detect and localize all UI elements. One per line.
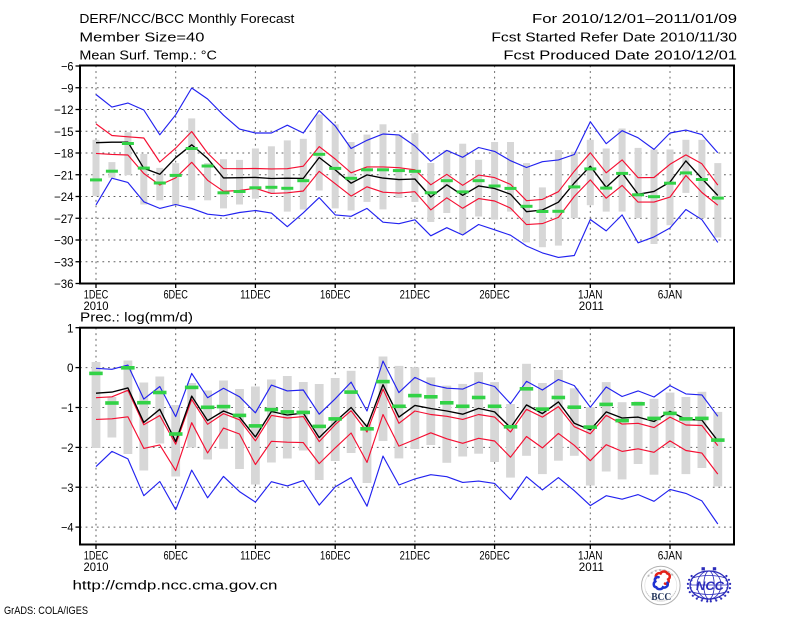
svg-text:Mean Surf. Temp.: °C: Mean Surf. Temp.: °C: [79, 48, 217, 63]
svg-text:Prec.: log(mm/d): Prec.: log(mm/d): [80, 310, 193, 325]
svg-text:26DEC: 26DEC: [479, 549, 510, 563]
svg-text:1DEC: 1DEC: [84, 288, 109, 302]
svg-text:1JAN: 1JAN: [578, 549, 603, 563]
svg-text:DERF/NCC/BCC Monthly Forecast: DERF/NCC/BCC Monthly Forecast: [79, 11, 294, 26]
svg-text:−36: −36: [54, 277, 74, 291]
svg-text:−2: −2: [61, 441, 74, 455]
svg-text:http://cmdp.ncc.cma.gov.cn: http://cmdp.ncc.cma.gov.cn: [73, 578, 278, 593]
svg-text:Member Size=40: Member Size=40: [79, 30, 204, 45]
svg-text:16DEC: 16DEC: [320, 288, 351, 302]
svg-text:−9: −9: [61, 81, 74, 95]
svg-text:6JAN: 6JAN: [658, 288, 683, 302]
svg-text:11DEC: 11DEC: [240, 288, 271, 302]
svg-text:21DEC: 21DEC: [400, 549, 431, 563]
svg-text:6JAN: 6JAN: [658, 549, 683, 563]
svg-text:−27: −27: [54, 212, 74, 226]
svg-text:Fcst Started Refer Date 2010/1: Fcst Started Refer Date 2010/11/30: [491, 30, 737, 45]
svg-text:−21: −21: [54, 168, 74, 182]
svg-text:Fcst Produced Date 2010/12/01: Fcst Produced Date 2010/12/01: [503, 48, 737, 63]
svg-text:−24: −24: [54, 190, 74, 204]
svg-text:−6: −6: [61, 60, 74, 74]
svg-text:GrADS: COLA/IGES: GrADS: COLA/IGES: [4, 605, 88, 617]
svg-text:6DEC: 6DEC: [163, 288, 188, 302]
svg-text:26DEC: 26DEC: [479, 288, 510, 302]
svg-text:1: 1: [67, 321, 74, 335]
svg-text:−15: −15: [54, 125, 74, 139]
svg-text:NCC: NCC: [696, 579, 724, 593]
svg-text:−30: −30: [54, 234, 74, 248]
svg-text:2010: 2010: [84, 560, 109, 574]
svg-text:−12: −12: [54, 103, 74, 117]
svg-text:−33: −33: [54, 255, 74, 269]
svg-text:BCC: BCC: [651, 592, 671, 603]
svg-text:1JAN: 1JAN: [578, 288, 603, 302]
svg-text:For 2010/12/01–2011/01/09: For 2010/12/01–2011/01/09: [532, 11, 737, 26]
svg-text:−18: −18: [54, 147, 74, 161]
svg-text:1DEC: 1DEC: [84, 549, 109, 563]
svg-text:−1: −1: [61, 401, 74, 415]
svg-text:2010: 2010: [84, 299, 109, 313]
svg-text:2011: 2011: [579, 299, 604, 313]
svg-text:−4: −4: [61, 521, 74, 535]
svg-text:−3: −3: [61, 481, 74, 495]
svg-text:16DEC: 16DEC: [320, 549, 351, 563]
svg-text:11DEC: 11DEC: [240, 549, 271, 563]
svg-text:6DEC: 6DEC: [163, 549, 188, 563]
svg-text:2011: 2011: [579, 560, 604, 574]
svg-text:0: 0: [67, 361, 74, 375]
svg-text:21DEC: 21DEC: [400, 288, 431, 302]
